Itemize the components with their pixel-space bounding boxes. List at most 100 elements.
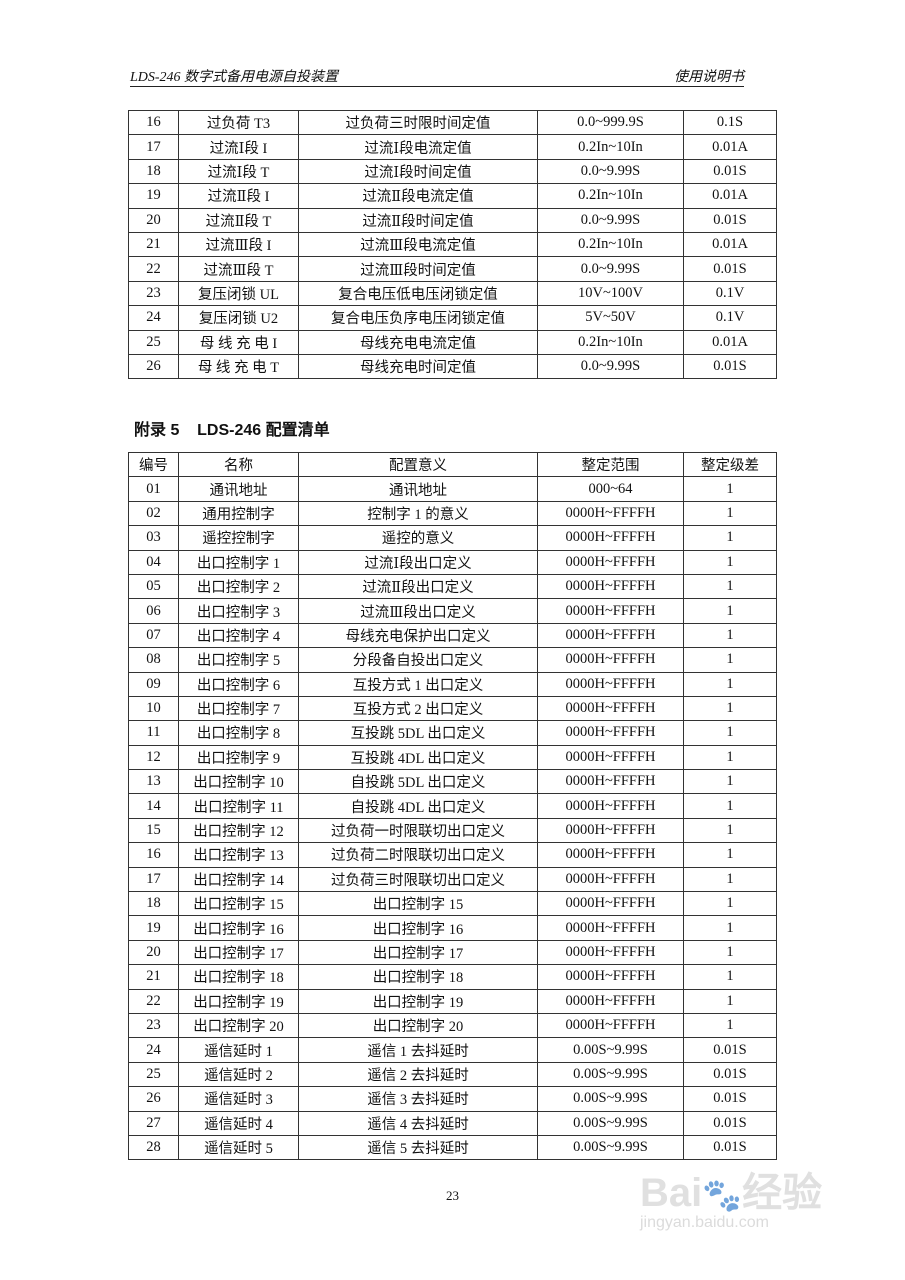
table-cell: 27 — [128, 1110, 179, 1136]
table-cell: 出口控制字 8 — [178, 720, 299, 746]
table-cell: 遥信延时 2 — [178, 1061, 299, 1088]
table-cell: 出口控制字 13 — [178, 842, 299, 868]
table-cell: 出口控制字 16 — [178, 915, 299, 941]
table-cell: 遥信延时 4 — [178, 1110, 299, 1136]
table-cell: 26 — [128, 1086, 179, 1112]
table-row: 08 出口控制字 5 分段备自投出口定义 0000H~FFFFH 1 — [128, 647, 777, 673]
table-cell: 0000H~FFFFH — [537, 525, 684, 551]
table-cell: 0.0~9.99S — [537, 256, 684, 282]
table-cell: 出口控制字 7 — [178, 695, 299, 722]
table-cell: 0.01S — [683, 1061, 777, 1088]
table-cell: 0000H~FFFFH — [537, 817, 684, 844]
table-cell: 15 — [128, 817, 179, 844]
table-cell: 19 — [128, 183, 179, 209]
table-cell: 5V~50V — [537, 305, 684, 331]
header-doc-type: 使用说明书 — [674, 70, 744, 85]
table-cell: 互投跳 5DL 出口定义 — [298, 720, 538, 746]
table-row: 14 出口控制字 11 自投跳 4DL 出口定义 0000H~FFFFH 1 — [128, 793, 777, 819]
table-cell: 过流Ⅱ段 T — [178, 207, 299, 233]
table-cell: 复压闭锁 U2 — [178, 305, 299, 331]
table-row: 20 出口控制字 17 出口控制字 17 0000H~FFFFH 1 — [128, 939, 777, 966]
table-cell: 02 — [128, 500, 179, 527]
table-cell: 1 — [683, 793, 777, 819]
table-row: 17 出口控制字 14 过负荷三时限联切出口定义 0000H~FFFFH 1 — [128, 866, 777, 893]
table-cell: 25 — [128, 1061, 179, 1088]
table-cell: 25 — [128, 329, 179, 355]
table-cell: 28 — [128, 1134, 179, 1161]
table-cell: 母线充电电流定值 — [298, 329, 538, 355]
table-row: 10 出口控制字 7 互投方式 2 出口定义 0000H~FFFFH 1 — [128, 695, 777, 722]
table-cell: 0.0~9.99S — [537, 207, 684, 233]
table-cell: 1 — [683, 549, 777, 575]
table-cell: 出口控制字 17 — [178, 939, 299, 966]
table-row: 22 出口控制字 19 出口控制字 19 0000H~FFFFH 1 — [128, 988, 777, 1014]
table-row: 23 出口控制字 20 出口控制字 20 0000H~FFFFH 1 — [128, 1012, 777, 1039]
table-cell: 01 — [128, 476, 179, 502]
table-cell: 1 — [683, 988, 777, 1014]
table-cell: 通讯地址 — [178, 476, 299, 502]
table-cell: 0000H~FFFFH — [537, 964, 684, 990]
table-row: 21 出口控制字 18 出口控制字 18 0000H~FFFFH 1 — [128, 964, 777, 990]
table-cell: 08 — [128, 647, 179, 673]
table-cell: 通用控制字 — [178, 500, 299, 527]
table-cell: 遥信 5 去抖延时 — [298, 1134, 538, 1161]
table-cell: 0.01S — [683, 256, 777, 282]
table-cell: 互投跳 4DL 出口定义 — [298, 744, 538, 771]
table-cell: 0.0~9.99S — [537, 353, 684, 380]
table-cell: 0.01S — [683, 353, 777, 380]
table-cell: 出口控制字 15 — [178, 891, 299, 917]
table-cell: 0.2In~10In — [537, 183, 684, 209]
table-cell: 过流Ⅰ段时间定值 — [298, 158, 538, 185]
table-cell: 0000H~FFFFH — [537, 915, 684, 941]
table-row: 27 遥信延时 4 遥信 4 去抖延时 0.00S~9.99S 0.01S — [128, 1110, 777, 1136]
table-cell: 0.1V — [683, 305, 777, 331]
table-cell: 自投跳 4DL 出口定义 — [298, 793, 538, 819]
table-cell: 21 — [128, 231, 179, 258]
column-header: 编号 — [128, 451, 179, 478]
table-cell: 0000H~FFFFH — [537, 671, 684, 697]
table-cell: 过流Ⅰ段 T — [178, 158, 299, 185]
table-cell: 1 — [683, 817, 777, 844]
table-cell: 17 — [128, 866, 179, 893]
table-cell: 遥信延时 3 — [178, 1086, 299, 1112]
table-cell: 0000H~FFFFH — [537, 695, 684, 722]
table-cell: 出口控制字 2 — [178, 573, 299, 600]
table-cell: 0000H~FFFFH — [537, 988, 684, 1014]
section-title: 附录 5 LDS-246 配置清单 — [134, 422, 330, 439]
table-cell: 1 — [683, 598, 777, 624]
table-row: 13 出口控制字 10 自投跳 5DL 出口定义 0000H~FFFFH 1 — [128, 769, 777, 795]
table-cell: 1 — [683, 647, 777, 673]
table-cell: 过负荷二时限联切出口定义 — [298, 842, 538, 868]
table-row: 16 过负荷 T3 过负荷三时限时间定值 0.0~999.9S 0.1S — [128, 109, 777, 136]
table-cell: 22 — [128, 256, 179, 282]
table-cell: 0.01A — [683, 231, 777, 258]
table-cell: 0000H~FFFFH — [537, 720, 684, 746]
table-cell: 分段备自投出口定义 — [298, 647, 538, 673]
table-cell: 0.2In~10In — [537, 329, 684, 355]
table-cell: 遥信 4 去抖延时 — [298, 1110, 538, 1136]
table-cell: 0.00S~9.99S — [537, 1086, 684, 1112]
table-cell: 出口控制字 18 — [178, 964, 299, 990]
table-cell: 0000H~FFFFH — [537, 744, 684, 771]
table-row: 09 出口控制字 6 互投方式 1 出口定义 0000H~FFFFH 1 — [128, 671, 777, 697]
table-cell: 1 — [683, 695, 777, 722]
table-cell: 16 — [128, 109, 179, 136]
table-cell: 出口控制字 19 — [178, 988, 299, 1014]
header-title: LDS-246 数字式备用电源自投装置 — [130, 70, 339, 85]
table-cell: 12 — [128, 744, 179, 771]
table-cell: 互投方式 2 出口定义 — [298, 695, 538, 722]
column-header: 名称 — [178, 451, 299, 478]
table-cell: 过流Ⅱ段电流定值 — [298, 183, 538, 209]
table-cell: 1 — [683, 500, 777, 527]
table-cell: 04 — [128, 549, 179, 575]
table-row: 24 复压闭锁 U2 复合电压负序电压闭锁定值 5V~50V 0.1V — [128, 305, 777, 331]
table-cell: 自投跳 5DL 出口定义 — [298, 769, 538, 795]
table-row: 06 出口控制字 3 过流Ⅲ段出口定义 0000H~FFFFH 1 — [128, 598, 777, 624]
table-row: 26 遥信延时 3 遥信 3 去抖延时 0.00S~9.99S 0.01S — [128, 1086, 777, 1112]
table-cell: 23 — [128, 280, 179, 307]
table-cell: 出口控制字 11 — [178, 793, 299, 819]
table-cell: 0000H~FFFFH — [537, 573, 684, 600]
column-header: 整定级差 — [683, 451, 777, 478]
table-cell: 0.01S — [683, 1037, 777, 1063]
running-header: LDS-246 数字式备用电源自投装置 使用说明书 — [130, 64, 744, 87]
